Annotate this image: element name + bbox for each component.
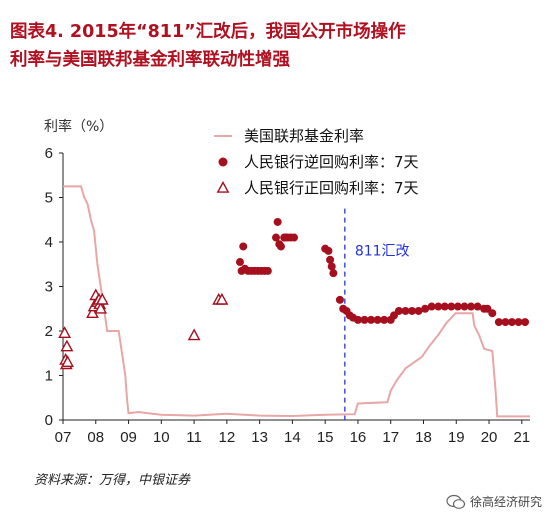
- watermark: 徐高经济研究: [446, 493, 542, 510]
- x-tick-label: 11: [186, 429, 202, 446]
- x-tick-label: 13: [251, 429, 268, 446]
- reverse-repo-point: [488, 309, 497, 318]
- reverse-repo-point: [514, 318, 523, 327]
- source-note: 资料来源：万得，中银证券: [34, 473, 191, 488]
- repo-point: [215, 292, 229, 305]
- reverse-repo-point: [276, 242, 285, 251]
- reverse-repo-point: [324, 246, 333, 255]
- reverse-repo-point: [447, 302, 456, 311]
- reverse-repo-point: [401, 306, 410, 315]
- fed-funds-rate-line: [63, 185, 530, 418]
- reverse-repo-point: [427, 302, 436, 311]
- reverse-repo-point: [272, 233, 281, 242]
- reverse-repo-point: [414, 306, 423, 315]
- reverse-repo-point: [467, 302, 476, 311]
- y-tick-label: 2: [45, 323, 53, 340]
- reverse-repo-point: [408, 306, 417, 315]
- legend-swatch-reverse-repo: [218, 157, 228, 167]
- legend-label-fed: 美国联邦基金利率: [244, 127, 364, 145]
- reverse-repo-point: [327, 262, 336, 271]
- y-tick-label: 5: [45, 190, 53, 207]
- reverse-repo-point: [360, 315, 369, 324]
- reverse-repo-point: [263, 266, 272, 275]
- reverse-repo-point: [367, 315, 376, 324]
- x-tick-label: 15: [317, 429, 334, 446]
- reverse-repo-point: [273, 217, 282, 226]
- legend-label-reverse-repo: 人民银行逆回购利率：7天: [244, 153, 419, 171]
- reverse-repo-point: [494, 318, 503, 327]
- x-tick-label: 10: [153, 429, 170, 446]
- y-tick-label: 4: [45, 234, 53, 251]
- x-tick-label: 14: [284, 429, 301, 446]
- x-tick-label: 08: [87, 429, 104, 446]
- x-tick-label: 16: [350, 429, 367, 446]
- x-tick-label: 07: [55, 429, 72, 446]
- reverse-repo-point: [335, 295, 344, 304]
- reverse-repo-point: [235, 258, 244, 267]
- reverse-repo-point: [453, 302, 462, 311]
- x-tick-label: 17: [382, 429, 399, 446]
- figure-title: 图表4. 2015年“811”汇改后，我国公开市场操作 利率与美国联邦基金利率联…: [10, 18, 540, 74]
- reverse-repo-point: [440, 302, 449, 311]
- title-line-1: 图表4. 2015年“811”汇改后，我国公开市场操作: [10, 22, 406, 42]
- reverse-repo-point: [460, 302, 469, 311]
- reverse-repo-point: [434, 302, 443, 311]
- reverse-repo-point: [239, 242, 248, 251]
- x-tick-label: 12: [219, 429, 236, 446]
- legend-swatch-repo: [216, 181, 230, 193]
- repo-point: [61, 355, 74, 367]
- repo-point: [95, 292, 109, 305]
- reverse-repo-point: [394, 306, 403, 315]
- y-tick-label: 6: [45, 145, 53, 162]
- legend-label-repo: 人民银行正回购利率：7天: [244, 179, 419, 197]
- reverse-repo-point: [326, 255, 335, 264]
- reverse-repo-point: [290, 233, 299, 242]
- repo-point: [58, 326, 72, 339]
- reverse-repo-point: [380, 315, 389, 324]
- reverse-repo-point: [373, 315, 382, 324]
- wechat-icon: [446, 494, 466, 509]
- title-line-2: 利率与美国联邦基金利率联动性增强: [10, 50, 290, 70]
- reverse-repo-point: [421, 304, 430, 313]
- reverse-repo-point: [507, 318, 516, 327]
- repo-point: [187, 328, 201, 341]
- reform-annotation: 811汇改: [355, 243, 410, 259]
- y-tick-label: 0: [45, 412, 53, 429]
- x-tick-label: 21: [513, 429, 530, 446]
- x-tick-label: 19: [448, 429, 465, 446]
- repo-point: [94, 301, 108, 314]
- x-tick-label: 09: [120, 429, 137, 446]
- reverse-repo-point: [521, 318, 530, 327]
- y-axis-label: 利率（%）: [44, 118, 113, 135]
- x-tick-label: 20: [481, 429, 498, 446]
- repo-point: [60, 339, 74, 352]
- reverse-repo-point: [353, 315, 362, 324]
- y-tick-label: 1: [45, 368, 53, 385]
- watermark-text: 徐高经济研究: [469, 495, 542, 509]
- reverse-repo-point: [473, 302, 482, 311]
- reverse-repo-point: [501, 318, 510, 327]
- reverse-repo-point: [329, 269, 338, 278]
- x-tick-label: 18: [415, 429, 432, 446]
- y-tick-label: 3: [45, 279, 53, 296]
